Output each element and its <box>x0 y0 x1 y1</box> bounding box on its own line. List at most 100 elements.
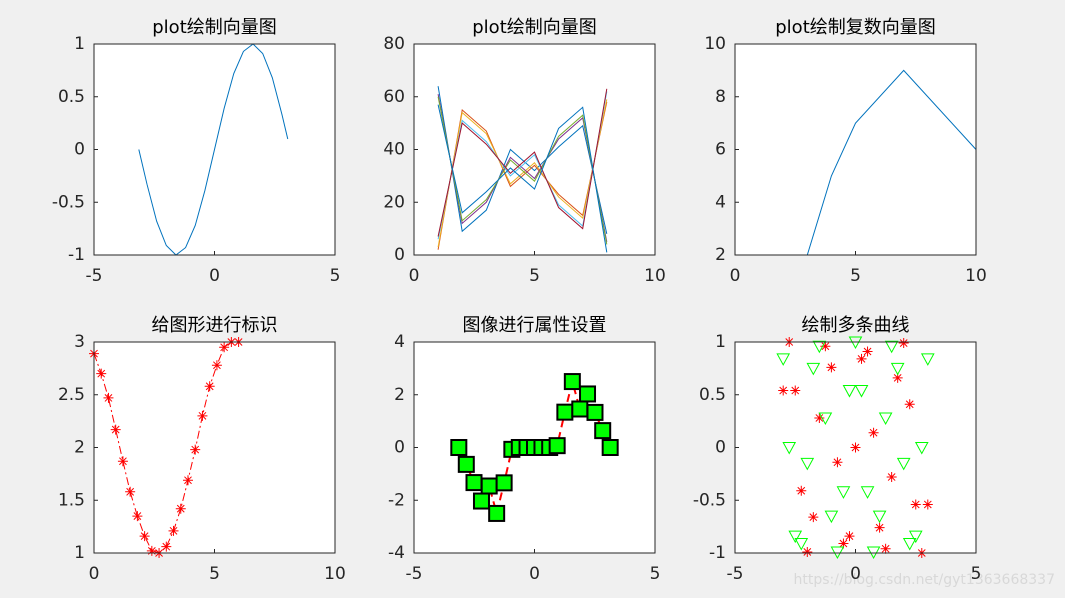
marker <box>110 424 121 435</box>
y-tick-label: -0.5 <box>693 490 726 510</box>
x-tick-label: 10 <box>644 266 666 286</box>
subplot-title: 给图形进行标识 <box>152 315 278 336</box>
axes-box <box>413 43 656 256</box>
subplot-title: plot绘制向量图 <box>472 17 597 38</box>
marker <box>146 545 157 556</box>
axes-background <box>735 44 976 255</box>
marker <box>844 531 855 542</box>
y-tick-label: 2 <box>74 438 85 458</box>
line <box>437 91 608 240</box>
x-tick-label: 5 <box>650 564 661 584</box>
y-tick-label: 10 <box>704 34 726 54</box>
x-tick-label: 5 <box>529 266 540 286</box>
x-tick-label: 5 <box>971 564 982 584</box>
marker <box>866 546 881 559</box>
x-tick-label: 10 <box>324 564 346 584</box>
y-tick-label: 1 <box>715 332 726 352</box>
marker <box>204 381 215 392</box>
marker <box>563 373 581 391</box>
marker <box>556 403 574 421</box>
marker <box>812 340 827 354</box>
y-tick-label: 0 <box>74 140 85 160</box>
line <box>437 104 608 253</box>
marker <box>495 474 513 492</box>
line <box>437 94 608 242</box>
x-tick-label: -5 <box>727 564 744 584</box>
marker <box>914 442 929 455</box>
marker <box>132 511 143 522</box>
x-tick-label: 0 <box>89 564 100 584</box>
y-tick-label: -1 <box>68 245 85 265</box>
marker <box>862 346 873 357</box>
marker <box>782 442 797 455</box>
marker <box>896 457 911 471</box>
marker <box>818 412 833 426</box>
marker <box>117 456 128 467</box>
y-tick-label: 4 <box>715 192 726 212</box>
marker <box>790 385 801 396</box>
marker <box>103 392 114 403</box>
y-tick-label: 20 <box>383 192 405 212</box>
marker <box>898 338 909 349</box>
marker <box>886 472 897 483</box>
marker <box>868 427 879 438</box>
subplot: 绘制多条曲线 -5 0 5 -1 -0.5 0 0.5 1 <box>693 315 982 584</box>
marker <box>854 385 869 398</box>
y-tick-label: 2 <box>394 385 405 405</box>
marker <box>571 400 589 418</box>
marker <box>586 403 604 421</box>
y-tick-label: 1 <box>74 543 85 563</box>
marker <box>836 486 851 499</box>
marker <box>856 353 867 364</box>
marker <box>601 439 619 456</box>
axes-background <box>414 44 655 255</box>
x-tick-label: 0 <box>730 266 741 286</box>
marker <box>548 437 566 455</box>
line <box>437 101 608 250</box>
marker <box>788 530 803 544</box>
x-tick-label: 5 <box>330 266 341 286</box>
marker <box>808 512 819 523</box>
marker <box>826 362 837 373</box>
subplot: plot绘制向量图 0 5 10 0 20 40 60 80 <box>383 17 665 286</box>
line <box>437 88 608 237</box>
marker <box>820 341 831 352</box>
y-tick-label: 0 <box>394 245 405 265</box>
y-tick-label: 80 <box>383 34 405 54</box>
subplot: 图像进行属性设置 -5 0 5 -4 -2 0 2 4 <box>388 315 660 584</box>
marker <box>920 353 935 366</box>
marker <box>594 422 612 440</box>
marker <box>190 444 201 455</box>
marker <box>910 499 921 510</box>
marker <box>850 442 861 453</box>
marker <box>472 492 490 510</box>
subplot-title: plot绘制向量图 <box>152 17 277 38</box>
marker <box>139 531 150 542</box>
x-tick-label: 5 <box>209 564 220 584</box>
marker <box>878 412 893 426</box>
marker <box>802 546 813 557</box>
axes-box <box>734 43 977 256</box>
line <box>138 43 289 256</box>
marker <box>860 486 875 499</box>
marker <box>168 525 179 536</box>
marker <box>211 360 222 371</box>
marker <box>175 503 186 514</box>
y-tick-label: 40 <box>383 140 405 160</box>
y-tick-label: 1.5 <box>58 490 85 510</box>
y-tick-label: -0.5 <box>52 192 85 212</box>
y-tick-label: -1 <box>709 543 726 563</box>
marker <box>161 541 172 552</box>
marker <box>778 385 789 396</box>
subplot-title: 图像进行属性设置 <box>463 315 607 336</box>
watermark: https://blog.csdn.net/gyt1363668337 <box>794 572 1056 588</box>
marker <box>219 342 230 353</box>
x-tick-label: -5 <box>406 564 423 584</box>
y-tick-label: 3 <box>74 332 85 352</box>
marker <box>832 457 843 468</box>
y-tick-label: 4 <box>394 332 405 352</box>
marker <box>814 412 825 423</box>
marker <box>872 510 887 524</box>
marker <box>842 385 857 398</box>
